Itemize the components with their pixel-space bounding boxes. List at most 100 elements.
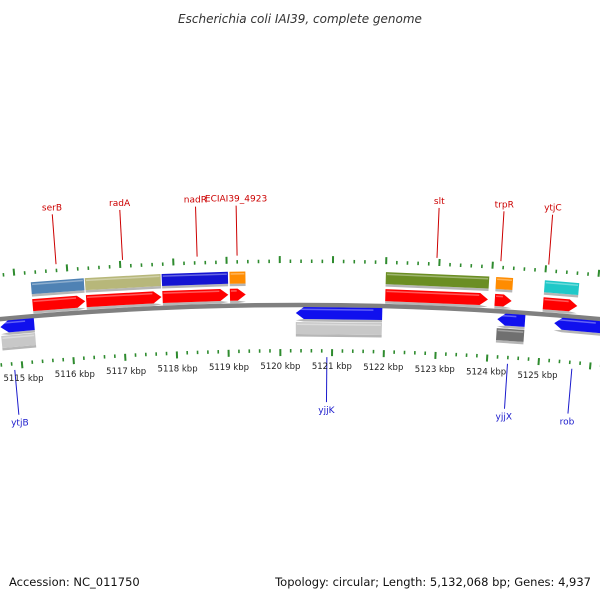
cds-body[interactable]	[494, 293, 512, 307]
gene-label-text[interactable]: ECIAI39_4923	[205, 195, 267, 205]
blast-hit-body[interactable]	[229, 271, 246, 284]
blast-hit-body[interactable]	[495, 276, 514, 291]
cds-body[interactable]	[162, 288, 229, 303]
feature-highlight	[85, 275, 160, 282]
blast-hit-block[interactable]	[385, 272, 490, 292]
feature-highlight	[33, 297, 77, 303]
scale-tick	[12, 268, 16, 276]
gene-label-text[interactable]: nadR	[184, 196, 207, 206]
gene-label-text[interactable]: slt	[434, 197, 445, 207]
blast-hit-body[interactable]	[84, 274, 162, 291]
cds-arrow[interactable]	[32, 295, 86, 314]
gene-label-text[interactable]: ytjC	[544, 204, 562, 214]
scale-tick-label: 5123 kbp	[415, 365, 455, 375]
feature-shadow	[86, 303, 162, 310]
blast-hit-body[interactable]	[1, 333, 37, 348]
cds-body[interactable]	[0, 318, 35, 333]
blast-hit-block[interactable]	[295, 322, 382, 338]
feature-shadow	[162, 283, 229, 289]
feature-highlight	[296, 308, 374, 311]
cds-arrow[interactable]	[385, 289, 488, 308]
blast-hit-body[interactable]	[543, 280, 580, 296]
gene-label-rob[interactable]: rob	[560, 368, 575, 428]
blast-hit-body[interactable]	[30, 278, 85, 295]
gene-label-text[interactable]: serB	[42, 203, 62, 213]
gene-label-radA[interactable]: radA	[109, 199, 131, 260]
feature-shadow	[494, 305, 512, 309]
label-leader-line	[235, 205, 238, 256]
genome-summary-label: Topology: circular; Length: 5,132,068 bp…	[274, 575, 591, 589]
cds-arrow[interactable]	[0, 318, 35, 335]
cds-arrow[interactable]	[542, 297, 578, 314]
gene-label-slt[interactable]: slt	[434, 197, 445, 258]
cds-body[interactable]	[32, 295, 86, 312]
cds-body[interactable]	[295, 307, 383, 321]
gene-label-ECIAI39_4923[interactable]: ECIAI39_4923	[205, 195, 267, 256]
gene-label-ytjB[interactable]: ytjB	[11, 369, 29, 429]
scale-ticks	[0, 256, 600, 370]
gene-label-ytjC[interactable]: ytjC	[544, 204, 562, 265]
blast-hit-block[interactable]	[30, 278, 85, 297]
cds-body[interactable]	[554, 317, 600, 334]
label-leader-line	[504, 363, 508, 409]
label-leader-line	[500, 211, 505, 262]
blast-hit-block[interactable]	[161, 271, 229, 289]
cds-body[interactable]	[85, 291, 162, 308]
cds-arrow[interactable]	[553, 317, 600, 336]
genome-backbone	[0, 302, 600, 322]
scale-tick-label: 5120 kbp	[260, 362, 300, 372]
gene-label-text[interactable]: rob	[560, 418, 575, 428]
gene-label-nadR[interactable]: nadR	[184, 196, 207, 257]
feature-highlight	[2, 334, 35, 339]
gene-label-serB[interactable]: serB	[42, 203, 62, 265]
feature-highlight	[386, 290, 480, 296]
blast-hit-block[interactable]	[495, 276, 514, 293]
cds-arrow[interactable]	[494, 293, 512, 309]
feature-shadow	[85, 286, 162, 293]
reverse-strand-features[interactable]	[0, 307, 600, 352]
label-leader-line	[14, 369, 20, 415]
feature-highlight	[162, 273, 227, 277]
cds-arrow[interactable]	[496, 313, 526, 330]
gene-label-text[interactable]: trpR	[495, 200, 514, 210]
scale-tick	[544, 265, 548, 273]
cds-body[interactable]	[497, 313, 526, 327]
feature-highlight	[230, 290, 237, 292]
forward-strand-features[interactable]	[30, 271, 580, 314]
gene-label-yjjX[interactable]: yjjX	[496, 363, 513, 423]
blast-hit-body[interactable]	[496, 328, 525, 342]
label-leader-line	[436, 207, 440, 258]
gene-label-text[interactable]: yjjX	[496, 413, 513, 423]
cds-arrow[interactable]	[85, 291, 162, 310]
scale-tick-label: 5118 kbp	[158, 364, 198, 374]
label-leader-line	[51, 214, 57, 265]
feature-shadow	[230, 300, 246, 304]
cds-body[interactable]	[385, 289, 488, 306]
cds-body[interactable]	[542, 297, 578, 312]
gene-label-text[interactable]: yjjK	[318, 406, 335, 416]
blast-hit-block[interactable]	[1, 333, 37, 351]
blast-hit-block[interactable]	[229, 271, 246, 287]
scale-tick	[65, 264, 69, 272]
gene-label-yjjK[interactable]: yjjK	[318, 357, 336, 416]
scale-tick-label: 5119 kbp	[209, 363, 249, 373]
blast-hit-body[interactable]	[161, 271, 229, 286]
gene-label-text[interactable]: ytjB	[11, 419, 29, 429]
feature-highlight	[544, 298, 569, 303]
feature-shadow	[496, 325, 525, 330]
blast-hit-body[interactable]	[295, 322, 382, 336]
gene-label-trpR[interactable]: trpR	[495, 200, 514, 262]
cds-arrow[interactable]	[295, 307, 383, 323]
blast-hit-block[interactable]	[84, 274, 162, 293]
blast-hit-block[interactable]	[543, 280, 580, 298]
cds-arrow[interactable]	[162, 288, 229, 306]
blast-hit-body[interactable]	[385, 272, 490, 289]
blast-hit-block[interactable]	[495, 328, 525, 345]
feature-shadow	[543, 292, 579, 298]
gene-label-text[interactable]: radA	[109, 199, 131, 209]
feature-shadow	[2, 345, 37, 351]
cds-body[interactable]	[229, 288, 246, 301]
cds-arrow[interactable]	[229, 288, 246, 304]
scale-tick	[20, 361, 24, 369]
